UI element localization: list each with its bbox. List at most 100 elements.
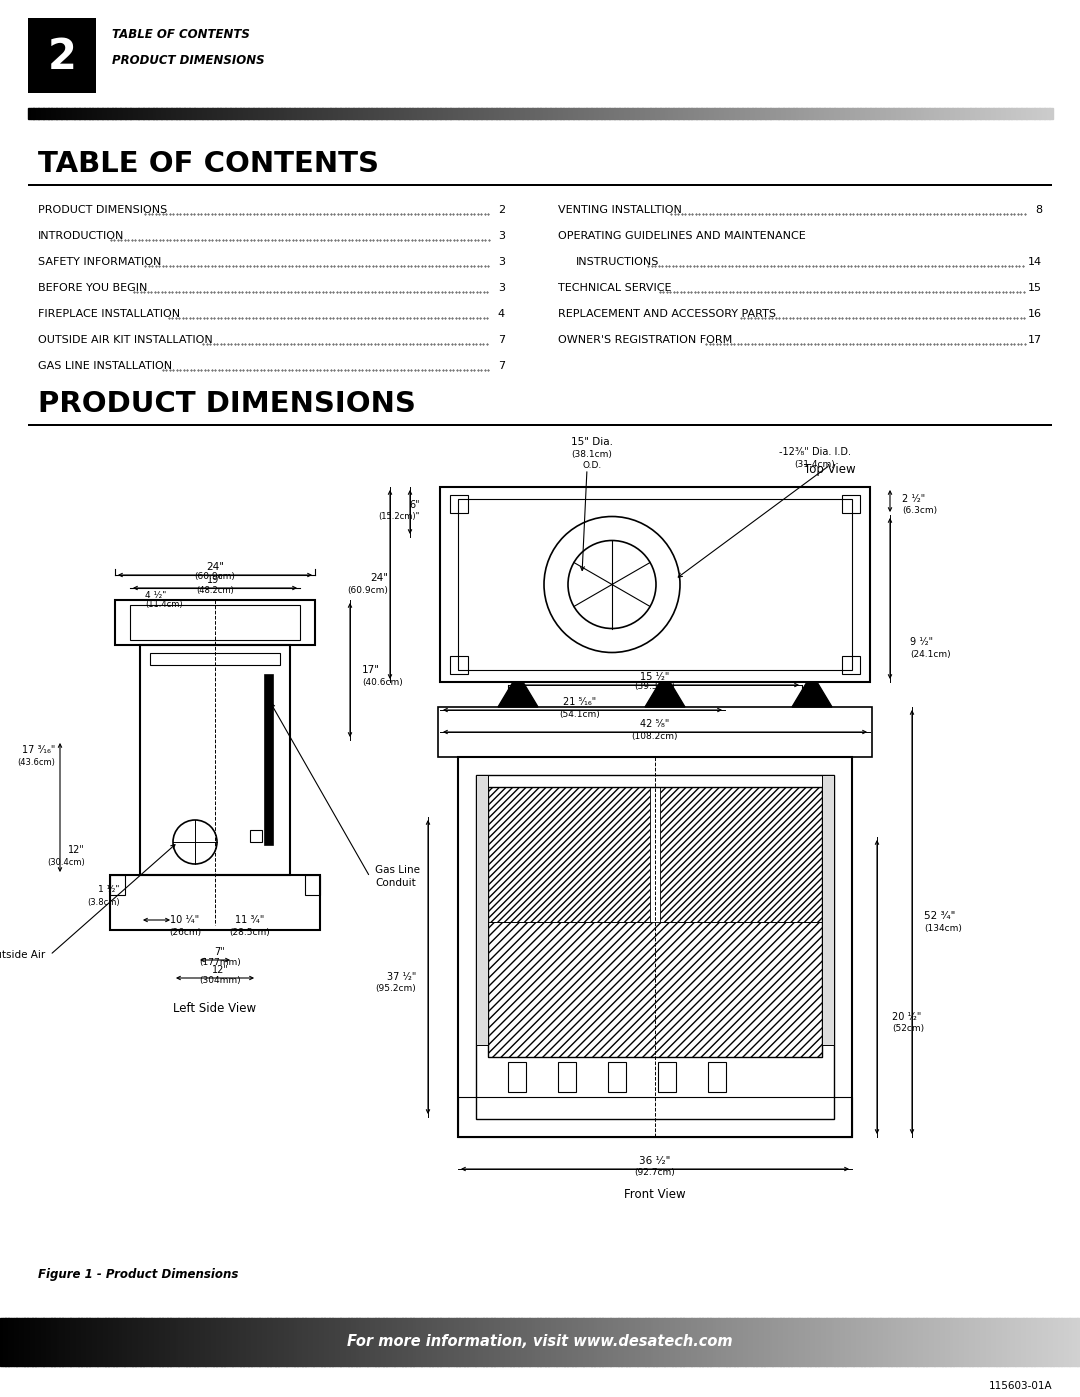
Bar (383, 108, 387, 119)
Bar (1042, 1317, 1045, 1366)
Bar (500, 1317, 502, 1366)
Bar (545, 1317, 549, 1366)
Bar (464, 1317, 468, 1366)
Bar (168, 108, 172, 119)
Bar (130, 605, 300, 640)
Bar (281, 1317, 284, 1366)
Bar (450, 495, 468, 513)
Bar (994, 1317, 997, 1366)
Bar (279, 1317, 281, 1366)
Bar (786, 108, 788, 119)
Bar (203, 1317, 205, 1366)
Bar (781, 108, 784, 119)
Text: (52cm): (52cm) (892, 1024, 924, 1034)
Bar (427, 1317, 430, 1366)
Bar (64, 108, 67, 119)
Bar (809, 108, 812, 119)
Bar (286, 108, 289, 119)
Bar (148, 108, 151, 119)
Bar (111, 1317, 113, 1366)
Bar (968, 108, 971, 119)
Bar (258, 108, 261, 119)
Bar (396, 108, 400, 119)
Bar (176, 108, 179, 119)
Bar (556, 1317, 559, 1366)
Bar (476, 108, 480, 119)
Bar (140, 108, 144, 119)
Bar (81, 1317, 84, 1366)
Bar (660, 108, 663, 119)
Bar (599, 108, 602, 119)
Bar (383, 1317, 387, 1366)
Bar (156, 108, 159, 119)
Bar (133, 1317, 135, 1366)
Bar (865, 108, 868, 119)
Bar (616, 1317, 619, 1366)
Bar (983, 108, 986, 119)
Bar (192, 1317, 194, 1366)
Bar (657, 1317, 659, 1366)
Bar (842, 108, 846, 119)
Bar (672, 1317, 675, 1366)
Bar (852, 108, 855, 119)
Bar (105, 108, 108, 119)
Text: 15 ¹⁄₂": 15 ¹⁄₂" (640, 672, 670, 682)
Bar (522, 108, 525, 119)
Bar (379, 108, 382, 119)
Bar (608, 1062, 626, 1092)
Bar (990, 108, 994, 119)
Bar (198, 1317, 200, 1366)
Bar (794, 1317, 797, 1366)
Bar (421, 1317, 424, 1366)
Bar (46, 1317, 49, 1366)
Bar (124, 1317, 127, 1366)
Text: Figure 1 - Product Dimensions: Figure 1 - Product Dimensions (38, 1268, 239, 1281)
Bar (376, 1317, 378, 1366)
Bar (138, 108, 141, 119)
Bar (873, 108, 876, 119)
Bar (110, 875, 125, 895)
Bar (734, 108, 738, 119)
Bar (675, 1317, 678, 1366)
Bar (330, 108, 333, 119)
Bar (5, 1317, 9, 1366)
Bar (975, 108, 978, 119)
Bar (535, 108, 538, 119)
Bar (481, 108, 484, 119)
Bar (757, 108, 760, 119)
Text: VENTING INSTALLTION: VENTING INSTALLTION (558, 205, 681, 215)
Bar (294, 1317, 297, 1366)
Bar (607, 1317, 610, 1366)
Bar (135, 108, 138, 119)
Bar (686, 108, 689, 119)
Bar (270, 1317, 273, 1366)
Bar (35, 1317, 38, 1366)
Bar (1034, 108, 1037, 119)
Bar (478, 1317, 481, 1366)
Text: 3: 3 (498, 284, 505, 293)
Text: (108.2cm): (108.2cm) (632, 732, 678, 740)
Bar (586, 108, 590, 119)
Text: TABLE OF CONTENTS: TABLE OF CONTENTS (112, 28, 249, 42)
Bar (1047, 108, 1050, 119)
Bar (127, 108, 131, 119)
Bar (1018, 1317, 1021, 1366)
Bar (400, 108, 402, 119)
Bar (640, 1317, 643, 1366)
Bar (962, 108, 966, 119)
Bar (369, 1317, 373, 1366)
Bar (615, 108, 618, 119)
Bar (146, 108, 149, 119)
Bar (266, 108, 269, 119)
Bar (622, 108, 625, 119)
Bar (1031, 1317, 1035, 1366)
Text: PRODUCT DIMENSIONS: PRODUCT DIMENSIONS (38, 205, 167, 215)
Bar (1018, 108, 1022, 119)
Bar (661, 1317, 664, 1366)
Bar (95, 1317, 97, 1366)
Bar (576, 1317, 578, 1366)
Bar (73, 1317, 76, 1366)
Bar (210, 108, 213, 119)
Bar (90, 108, 93, 119)
Bar (934, 108, 937, 119)
